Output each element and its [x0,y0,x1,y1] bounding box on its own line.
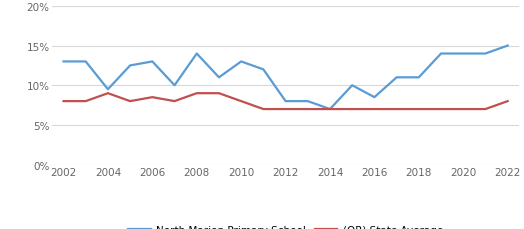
North Marion Primary School [482,53,488,56]
North Marion Primary School [149,61,156,63]
(OR) State Average [216,92,222,95]
North Marion Primary School [105,88,111,91]
(OR) State Average [260,108,267,111]
North Marion Primary School [83,61,89,63]
Legend: North Marion Primary School, (OR) State Average: North Marion Primary School, (OR) State … [124,221,447,229]
(OR) State Average [105,92,111,95]
(OR) State Average [349,108,355,111]
Line: (OR) State Average: (OR) State Average [63,94,508,109]
North Marion Primary School [438,53,444,56]
North Marion Primary School [327,108,333,111]
North Marion Primary School [349,85,355,87]
(OR) State Average [327,108,333,111]
North Marion Primary School [372,96,378,99]
(OR) State Average [83,100,89,103]
North Marion Primary School [238,61,244,63]
(OR) State Average [460,108,466,111]
North Marion Primary School [193,53,200,56]
(OR) State Average [282,108,289,111]
North Marion Primary School [216,76,222,79]
(OR) State Average [482,108,488,111]
Line: North Marion Primary School: North Marion Primary School [63,46,508,109]
North Marion Primary School [505,45,511,48]
(OR) State Average [149,96,156,99]
North Marion Primary School [304,100,311,103]
North Marion Primary School [282,100,289,103]
(OR) State Average [372,108,378,111]
North Marion Primary School [260,69,267,71]
North Marion Primary School [460,53,466,56]
North Marion Primary School [416,76,422,79]
(OR) State Average [193,92,200,95]
(OR) State Average [394,108,400,111]
North Marion Primary School [394,76,400,79]
(OR) State Average [127,100,133,103]
North Marion Primary School [127,65,133,68]
(OR) State Average [416,108,422,111]
(OR) State Average [438,108,444,111]
(OR) State Average [60,100,67,103]
(OR) State Average [505,100,511,103]
(OR) State Average [171,100,178,103]
North Marion Primary School [171,85,178,87]
(OR) State Average [304,108,311,111]
North Marion Primary School [60,61,67,63]
(OR) State Average [238,100,244,103]
